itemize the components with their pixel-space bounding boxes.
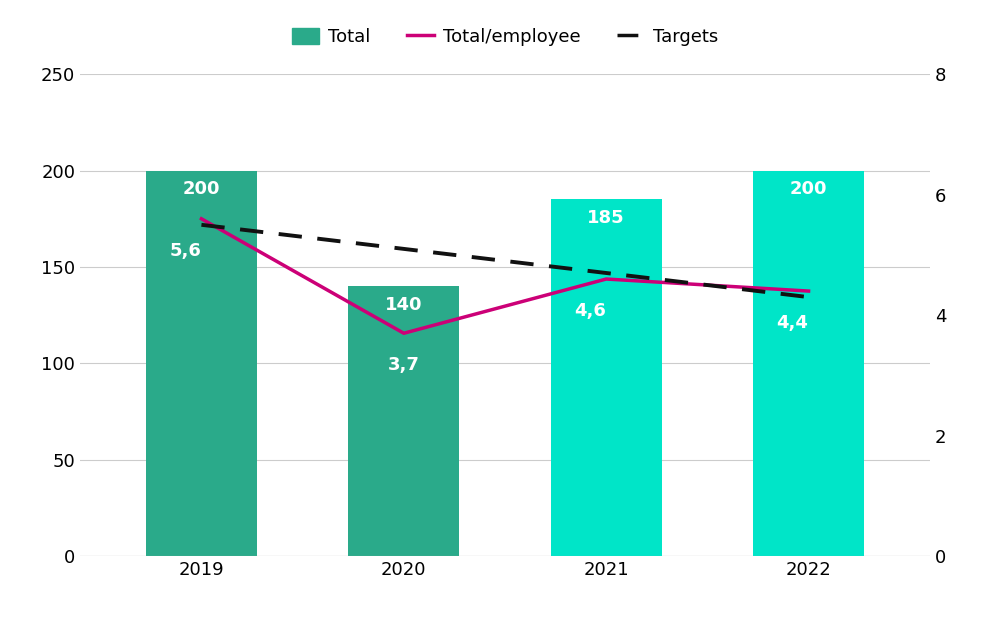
Text: 200: 200 <box>183 180 220 198</box>
Bar <box>551 200 662 556</box>
Text: 4,6: 4,6 <box>574 302 606 320</box>
Legend: Total, Total/employee, Targets: Total, Total/employee, Targets <box>285 20 725 53</box>
Bar <box>753 171 864 556</box>
Bar <box>146 171 257 556</box>
Bar <box>348 286 459 556</box>
Text: 185: 185 <box>587 209 625 227</box>
Text: 140: 140 <box>385 296 423 314</box>
Text: 200: 200 <box>790 180 827 198</box>
Text: 5,6: 5,6 <box>169 242 201 260</box>
Text: 4,4: 4,4 <box>776 314 808 332</box>
Text: 3,7: 3,7 <box>388 357 420 375</box>
